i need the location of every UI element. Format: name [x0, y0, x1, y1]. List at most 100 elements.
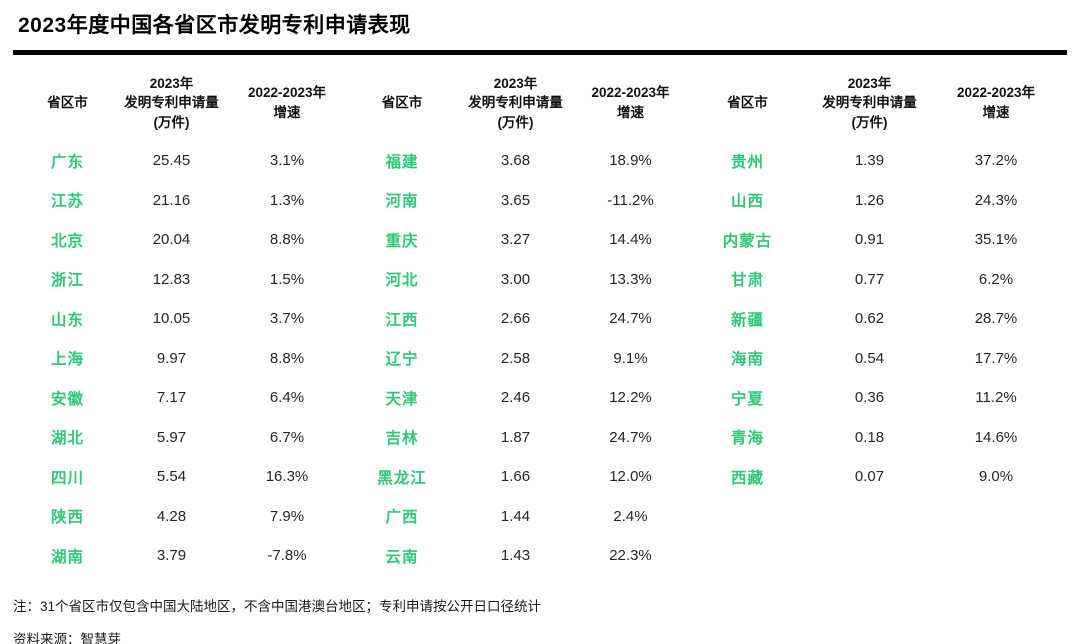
volume-cell: 0.54 [854, 349, 885, 367]
volume-cell: 1.66 [500, 468, 531, 486]
volume-cell: 5.54 [156, 468, 187, 486]
growth-cell: 11.2% [975, 389, 1017, 407]
growth-cell: 3.1% [269, 152, 305, 170]
growth-cell: 2.4% [613, 507, 648, 525]
volume-cell: 2.58 [500, 349, 531, 367]
volume-cell: 0.62 [854, 310, 885, 328]
province-cell: 河北 [385, 272, 419, 290]
province-cell: 天津 [385, 390, 419, 408]
volume-cell: 2.46 [500, 389, 531, 407]
province-cell: 黑龙江 [377, 469, 427, 487]
growth-cell: 14.4% [609, 231, 652, 249]
growth-cell: 13.3% [609, 270, 652, 288]
province-cell: 江苏 [50, 193, 84, 211]
empty-cell [932, 497, 1060, 537]
province-cell: 西藏 [730, 469, 764, 487]
growth-cell: 35.1% [974, 231, 1018, 249]
volume-cell: 7.17 [156, 389, 187, 407]
volume-cell: 0.18 [854, 428, 885, 446]
title-divider [13, 50, 1067, 55]
province-cell: 陕西 [50, 509, 84, 527]
header-volume-group2: 2023年 发明专利申请量 (万件) [468, 75, 563, 130]
volume-cell: 3.00 [500, 270, 531, 288]
province-cell: 宁夏 [730, 390, 764, 408]
growth-cell: 9.1% [613, 349, 648, 367]
growth-cell: 6.4% [269, 389, 305, 407]
province-cell: 上海 [50, 351, 84, 369]
province-cell: 安徽 [50, 390, 84, 408]
province-cell: 福建 [385, 153, 419, 171]
volume-cell: 10.05 [152, 310, 191, 328]
volume-cell: 21.16 [152, 191, 191, 209]
volume-cell: 3.65 [500, 191, 531, 209]
province-cell: 广西 [385, 509, 419, 527]
growth-cell: 37.2% [974, 152, 1018, 170]
footnote: 注：31个省区市仅包含中国大陆地区，不含中国港澳台地区；专利申请按公开日口径统计 [13, 598, 542, 614]
province-cell: 江西 [385, 311, 419, 329]
volume-cell: 1.39 [854, 152, 885, 170]
growth-cell: -7.8% [267, 547, 307, 565]
growth-cell: 7.9% [269, 507, 305, 525]
province-cell: 四川 [50, 469, 84, 487]
volume-cell: 0.07 [854, 468, 885, 486]
growth-cell: 12.2% [609, 389, 652, 407]
growth-cell: 3.7% [269, 310, 305, 328]
empty-cell [807, 536, 932, 576]
province-cell: 山东 [50, 311, 84, 329]
volume-cell: 0.91 [854, 231, 885, 249]
province-cell: 湖南 [50, 548, 84, 566]
volume-cell: 0.36 [854, 389, 885, 407]
province-cell: 吉林 [385, 430, 419, 448]
source-note: 资料来源：智慧芽 [13, 631, 121, 644]
volume-cell: 3.68 [500, 152, 531, 170]
growth-cell: 24.7% [609, 428, 652, 446]
province-cell: 云南 [385, 548, 419, 566]
growth-cell: 16.3% [265, 468, 309, 486]
growth-cell: 8.8% [269, 231, 305, 249]
growth-cell: 6.7% [269, 428, 305, 446]
volume-cell: 0.77 [854, 270, 885, 288]
province-cell: 湖北 [50, 430, 84, 448]
volume-cell: 1.87 [500, 428, 531, 446]
province-cell: 重庆 [385, 232, 419, 250]
header-province-group3: 省区市 [727, 95, 768, 111]
growth-cell: 1.5% [269, 270, 305, 288]
volume-cell: 3.79 [156, 547, 187, 565]
empty-cell [688, 497, 807, 537]
growth-cell: 24.7% [609, 310, 652, 328]
growth-cell: 14.6% [974, 428, 1018, 446]
growth-cell: 6.2% [978, 270, 1014, 288]
growth-cell: 22.3% [609, 547, 652, 565]
province-cell: 新疆 [730, 311, 764, 329]
volume-cell: 2.66 [500, 310, 531, 328]
header-province-group2: 省区市 [381, 95, 423, 111]
growth-cell: 24.3% [974, 191, 1018, 209]
volume-cell: 12.83 [152, 270, 191, 288]
province-cell: 甘肃 [730, 272, 764, 290]
empty-cell [932, 536, 1060, 576]
province-cell: 内蒙古 [722, 232, 773, 250]
patent-table: 省区市 2023年 发明专利申请量 (万件) 2022-2023年 增速 省区市… [20, 65, 1060, 576]
province-cell: 青海 [730, 430, 764, 448]
growth-cell: -11.2% [607, 191, 654, 209]
province-cell: 浙江 [50, 272, 84, 290]
growth-cell: 1.3% [269, 191, 305, 209]
volume-cell: 20.04 [152, 231, 191, 249]
province-cell: 辽宁 [385, 351, 419, 369]
growth-cell: 12.0% [609, 468, 652, 486]
growth-cell: 17.7% [974, 349, 1018, 367]
page-title: 2023年度中国各省区市发明专利申请表现 [18, 14, 411, 37]
volume-cell: 25.45 [152, 152, 191, 170]
growth-cell: 8.8% [269, 349, 305, 367]
province-cell: 贵州 [730, 153, 764, 171]
volume-cell: 3.27 [500, 231, 531, 249]
header-province-group1: 省区市 [47, 95, 88, 111]
header-growth-group1: 2022-2023年 增速 [247, 85, 327, 120]
growth-cell: 28.7% [974, 310, 1018, 328]
header-growth-group3: 2022-2023年 增速 [956, 85, 1036, 120]
province-cell: 广东 [50, 153, 84, 171]
growth-cell: 18.9% [609, 152, 652, 170]
volume-cell: 1.26 [854, 191, 885, 209]
province-cell: 北京 [50, 232, 84, 250]
